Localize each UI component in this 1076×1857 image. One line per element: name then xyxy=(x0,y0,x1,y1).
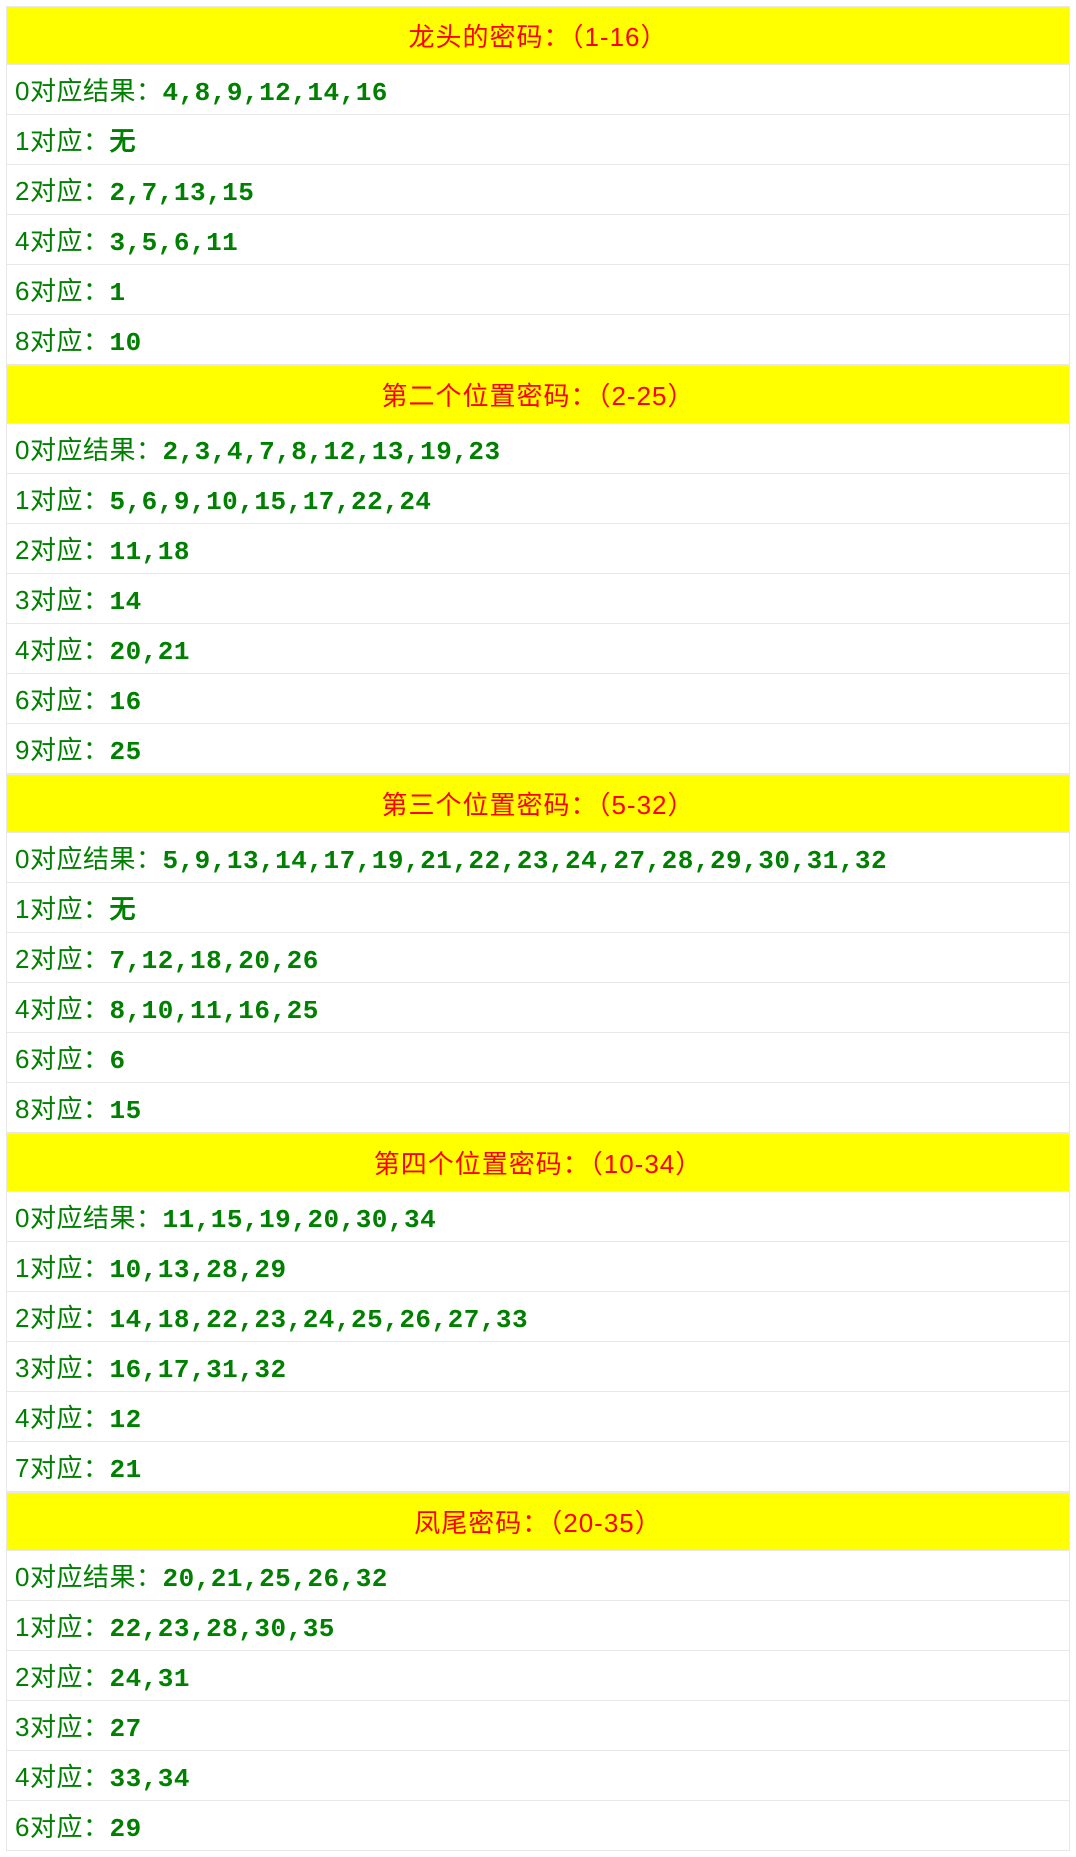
row-value: 10,13,28,29 xyxy=(109,1255,286,1285)
data-row: 0对应结果：4,8,9,12,14,16 xyxy=(6,65,1070,115)
row-value: 14,18,22,23,24,25,26,27,33 xyxy=(109,1305,528,1335)
row-label: 7对应： xyxy=(15,1453,109,1483)
row-label: 0对应结果： xyxy=(15,435,162,465)
row-value: 无 xyxy=(109,896,136,926)
row-value: 29 xyxy=(109,1814,141,1844)
data-row: 2对应：2,7,13,15 xyxy=(6,165,1070,215)
row-value: 15 xyxy=(109,1096,141,1126)
row-value: 11,15,19,20,30,34 xyxy=(162,1205,436,1235)
row-label: 2对应： xyxy=(15,1662,109,1692)
row-value: 22,23,28,30,35 xyxy=(109,1614,334,1644)
data-row: 6对应：6 xyxy=(6,1033,1070,1083)
data-row: 2对应：24,31 xyxy=(6,1651,1070,1701)
row-label: 1对应： xyxy=(15,894,109,924)
row-label: 6对应： xyxy=(15,685,109,715)
data-row: 7对应：21 xyxy=(6,1442,1070,1492)
data-row: 4对应：12 xyxy=(6,1392,1070,1442)
data-row: 4对应：8,10,11,16,25 xyxy=(6,983,1070,1033)
data-row: 2对应：11,18 xyxy=(6,524,1070,574)
data-row: 0对应结果：5,9,13,14,17,19,21,22,23,24,27,28,… xyxy=(6,833,1070,883)
row-value: 无 xyxy=(109,128,136,158)
section-header-2: 第二个位置密码：（2-25） xyxy=(6,365,1070,424)
row-label: 0对应结果： xyxy=(15,1562,162,1592)
row-label: 1对应： xyxy=(15,485,109,515)
row-label: 8对应： xyxy=(15,326,109,356)
row-value: 8,10,11,16,25 xyxy=(109,996,318,1026)
row-label: 9对应： xyxy=(15,735,109,765)
data-row: 1对应：10,13,28,29 xyxy=(6,1242,1070,1292)
row-label: 8对应： xyxy=(15,1094,109,1124)
row-label: 0对应结果： xyxy=(15,844,162,874)
row-value: 5,6,9,10,15,17,22,24 xyxy=(109,487,431,517)
data-row: 1对应：无 xyxy=(6,115,1070,165)
row-value: 16,17,31,32 xyxy=(109,1355,286,1385)
row-label: 2对应： xyxy=(15,1303,109,1333)
row-value: 2,3,4,7,8,12,13,19,23 xyxy=(162,437,500,467)
data-row: 0对应结果：11,15,19,20,30,34 xyxy=(6,1192,1070,1242)
data-row: 6对应：29 xyxy=(6,1801,1070,1851)
section-header-5: 凤尾密码：（20-35） xyxy=(6,1492,1070,1551)
row-value: 27 xyxy=(109,1714,141,1744)
row-label: 1对应： xyxy=(15,126,109,156)
row-label: 6对应： xyxy=(15,1044,109,1074)
data-row: 1对应：5,6,9,10,15,17,22,24 xyxy=(6,474,1070,524)
row-label: 4对应： xyxy=(15,226,109,256)
row-label: 2对应： xyxy=(15,176,109,206)
row-value: 10 xyxy=(109,328,141,358)
row-label: 6对应： xyxy=(15,1812,109,1842)
row-value: 14 xyxy=(109,587,141,617)
row-value: 3,5,6,11 xyxy=(109,228,238,258)
row-value: 11,18 xyxy=(109,537,190,567)
row-label: 2对应： xyxy=(15,535,109,565)
row-value: 25 xyxy=(109,737,141,767)
data-row: 0对应结果：2,3,4,7,8,12,13,19,23 xyxy=(6,424,1070,474)
data-row: 4对应：33,34 xyxy=(6,1751,1070,1801)
row-value: 20,21,25,26,32 xyxy=(162,1564,387,1594)
row-value: 2,7,13,15 xyxy=(109,178,254,208)
code-table-container: 龙头的密码：（1-16） 0对应结果：4,8,9,12,14,16 1对应：无 … xyxy=(0,0,1076,1857)
row-label: 4对应： xyxy=(15,1762,109,1792)
data-row: 2对应：14,18,22,23,24,25,26,27,33 xyxy=(6,1292,1070,1342)
data-row: 6对应：16 xyxy=(6,674,1070,724)
row-value: 21 xyxy=(109,1455,141,1485)
row-value: 6 xyxy=(109,1046,125,1076)
data-row: 6对应：1 xyxy=(6,265,1070,315)
section-header-3: 第三个位置密码：（5-32） xyxy=(6,774,1070,833)
row-value: 16 xyxy=(109,687,141,717)
row-label: 4对应： xyxy=(15,994,109,1024)
row-label: 3对应： xyxy=(15,585,109,615)
row-value: 33,34 xyxy=(109,1764,190,1794)
row-value: 20,21 xyxy=(109,637,190,667)
data-row: 2对应：7,12,18,20,26 xyxy=(6,933,1070,983)
section-header-4: 第四个位置密码：（10-34） xyxy=(6,1133,1070,1192)
data-row: 0对应结果：20,21,25,26,32 xyxy=(6,1551,1070,1601)
row-value: 24,31 xyxy=(109,1664,190,1694)
row-label: 6对应： xyxy=(15,276,109,306)
row-value: 7,12,18,20,26 xyxy=(109,946,318,976)
data-row: 4对应：20,21 xyxy=(6,624,1070,674)
row-label: 1对应： xyxy=(15,1253,109,1283)
data-row: 8对应：10 xyxy=(6,315,1070,365)
data-row: 3对应：14 xyxy=(6,574,1070,624)
data-row: 9对应：25 xyxy=(6,724,1070,774)
row-label: 3对应： xyxy=(15,1712,109,1742)
row-value: 4,8,9,12,14,16 xyxy=(162,78,387,108)
row-label: 2对应： xyxy=(15,944,109,974)
data-row: 1对应：无 xyxy=(6,883,1070,933)
row-label: 4对应： xyxy=(15,1403,109,1433)
row-value: 5,9,13,14,17,19,21,22,23,24,27,28,29,30,… xyxy=(162,846,887,876)
data-row: 1对应：22,23,28,30,35 xyxy=(6,1601,1070,1651)
row-label: 0对应结果： xyxy=(15,76,162,106)
section-header-1: 龙头的密码：（1-16） xyxy=(6,6,1070,65)
data-row: 8对应：15 xyxy=(6,1083,1070,1133)
row-value: 1 xyxy=(109,278,125,308)
row-label: 3对应： xyxy=(15,1353,109,1383)
row-label: 4对应： xyxy=(15,635,109,665)
data-row: 4对应：3,5,6,11 xyxy=(6,215,1070,265)
row-label: 1对应： xyxy=(15,1612,109,1642)
row-label: 0对应结果： xyxy=(15,1203,162,1233)
data-row: 3对应：16,17,31,32 xyxy=(6,1342,1070,1392)
row-value: 12 xyxy=(109,1405,141,1435)
data-row: 3对应：27 xyxy=(6,1701,1070,1751)
